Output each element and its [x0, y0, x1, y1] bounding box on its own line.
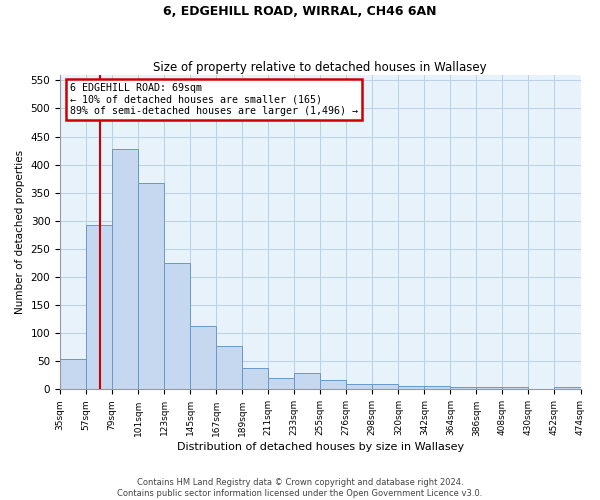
Bar: [112, 149, 138, 390]
Bar: [268, 378, 294, 390]
Bar: [476, 386, 502, 390]
Bar: [216, 346, 242, 390]
Text: Contains HM Land Registry data © Crown copyright and database right 2024.
Contai: Contains HM Land Registry data © Crown c…: [118, 478, 482, 498]
Y-axis label: Number of detached properties: Number of detached properties: [15, 150, 25, 314]
Bar: [190, 326, 216, 390]
X-axis label: Distribution of detached houses by size in Wallasey: Distribution of detached houses by size …: [177, 442, 464, 452]
Bar: [346, 384, 373, 390]
Title: Size of property relative to detached houses in Wallasey: Size of property relative to detached ho…: [154, 60, 487, 74]
Bar: [86, 225, 112, 390]
Bar: [554, 386, 581, 390]
Bar: [294, 373, 320, 390]
Bar: [373, 384, 398, 390]
Bar: [138, 183, 164, 390]
Bar: [320, 380, 346, 390]
Bar: [451, 387, 476, 390]
Text: 6, EDGEHILL ROAD, WIRRAL, CH46 6AN: 6, EDGEHILL ROAD, WIRRAL, CH46 6AN: [163, 5, 437, 18]
Bar: [398, 386, 424, 390]
Bar: [502, 386, 529, 390]
Text: 6 EDGEHILL ROAD: 69sqm
← 10% of detached houses are smaller (165)
89% of semi-de: 6 EDGEHILL ROAD: 69sqm ← 10% of detached…: [70, 82, 358, 116]
Bar: [164, 263, 190, 390]
Bar: [60, 358, 86, 390]
Bar: [242, 368, 268, 390]
Bar: [424, 386, 451, 390]
